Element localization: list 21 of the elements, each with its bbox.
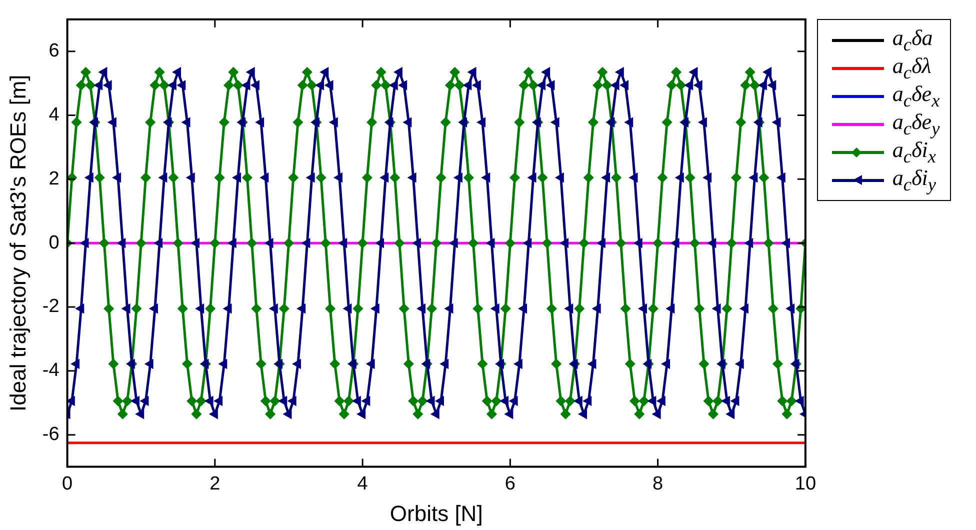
- x-axis-title: Orbits [N]: [390, 500, 483, 526]
- y-tick-label: 2: [48, 168, 60, 190]
- legend-label: a$_{c}$δλ: [892, 53, 932, 83]
- y-axis-title: Ideal trajectory of Sat3's ROEs [m]: [5, 74, 30, 412]
- x-tick-label: 0: [62, 473, 73, 494]
- x-tick-label: 10: [794, 473, 816, 494]
- legend-label: a$_{c}$δe$_{x}$: [892, 81, 940, 111]
- y-tick-label: -6: [42, 424, 60, 446]
- legend-label: a$_{c}$δi$_{x}$: [892, 137, 936, 167]
- y-tick-label: 6: [48, 40, 60, 62]
- legend-label: a$_{c}$δe$_{y}$: [892, 109, 940, 139]
- x-tick-label: 4: [357, 473, 368, 494]
- y-tick-label: 4: [48, 104, 60, 126]
- legend-label: a$_{c}$δi$_{y}$: [892, 165, 936, 196]
- x-tick-label: 2: [210, 473, 220, 494]
- x-tick-label: 8: [652, 473, 664, 494]
- legend-label: a$_{c}$δa: [892, 25, 933, 55]
- y-tick-label: -2: [42, 296, 60, 318]
- y-tick-label: 0: [48, 232, 60, 254]
- x-tick-label: 6: [504, 473, 516, 494]
- y-tick-label: -4: [42, 360, 60, 382]
